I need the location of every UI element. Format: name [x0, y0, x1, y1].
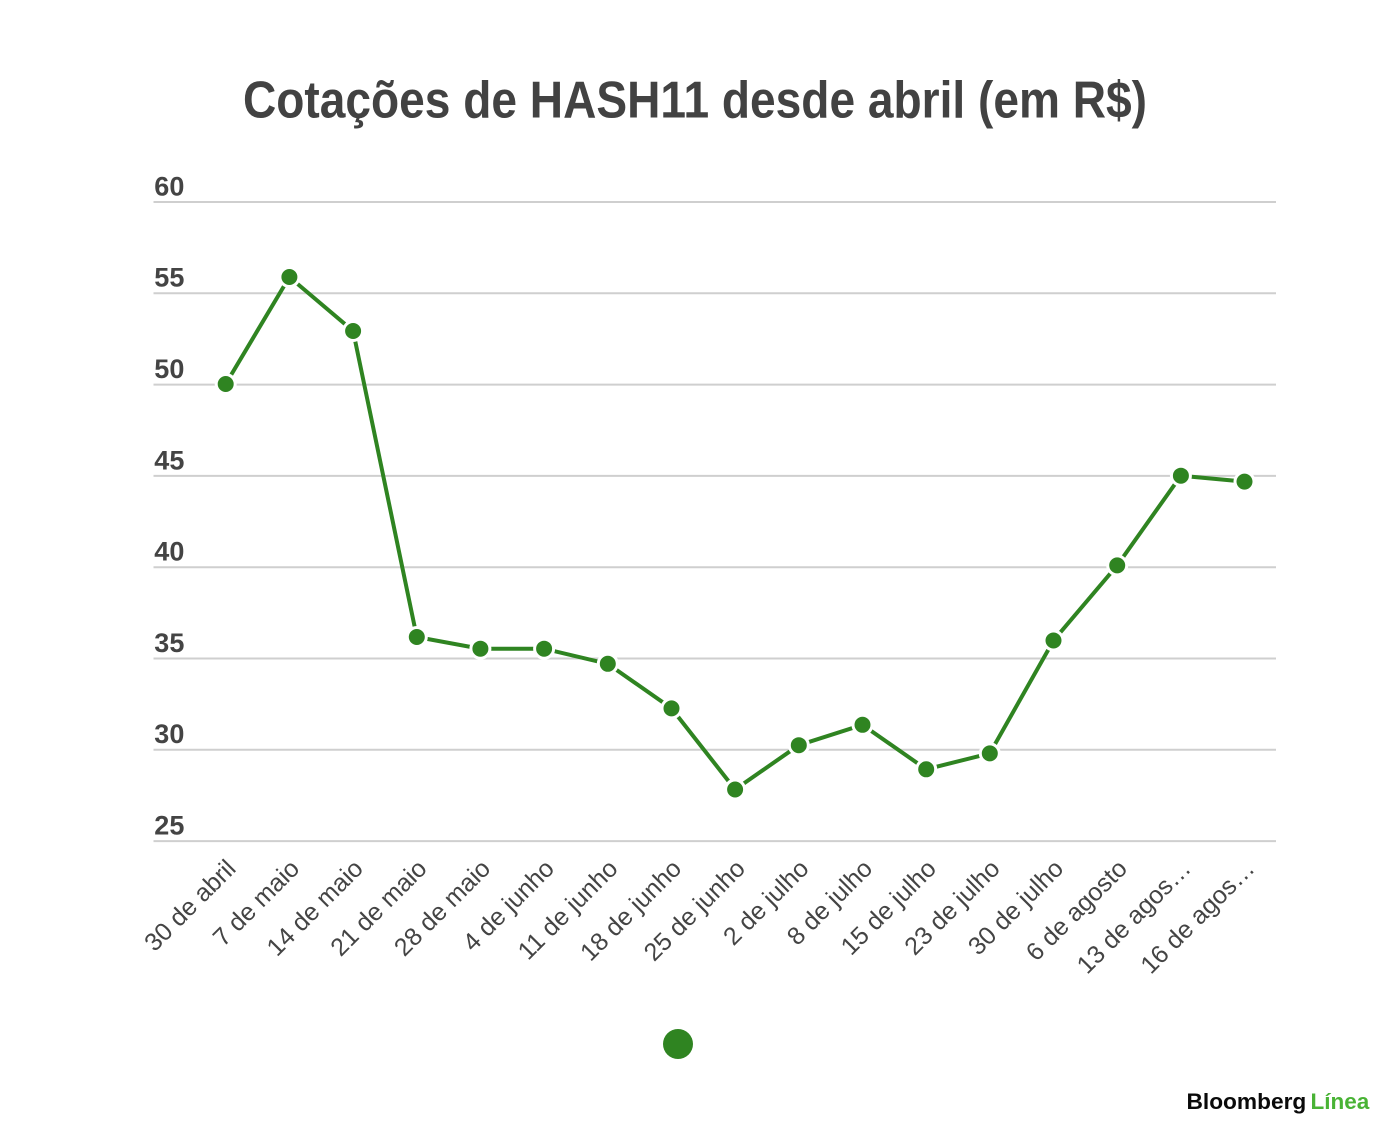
svg-text:60: 60: [154, 171, 184, 201]
svg-text:40: 40: [154, 537, 184, 567]
svg-text:50: 50: [154, 354, 184, 384]
svg-text:Línea: Línea: [1311, 1089, 1370, 1114]
svg-text:16 de agos…: 16 de agos…: [1135, 854, 1260, 979]
svg-text:Bloomberg: Bloomberg: [1187, 1089, 1307, 1114]
svg-text:30: 30: [154, 719, 184, 749]
svg-text:Cotações de HASH11 desde abril: Cotações de HASH11 desde abril (em R$): [243, 72, 1147, 130]
svg-text:45: 45: [154, 445, 184, 475]
svg-text:55: 55: [154, 263, 184, 293]
svg-text:35: 35: [154, 628, 184, 658]
svg-text:25: 25: [154, 811, 184, 841]
